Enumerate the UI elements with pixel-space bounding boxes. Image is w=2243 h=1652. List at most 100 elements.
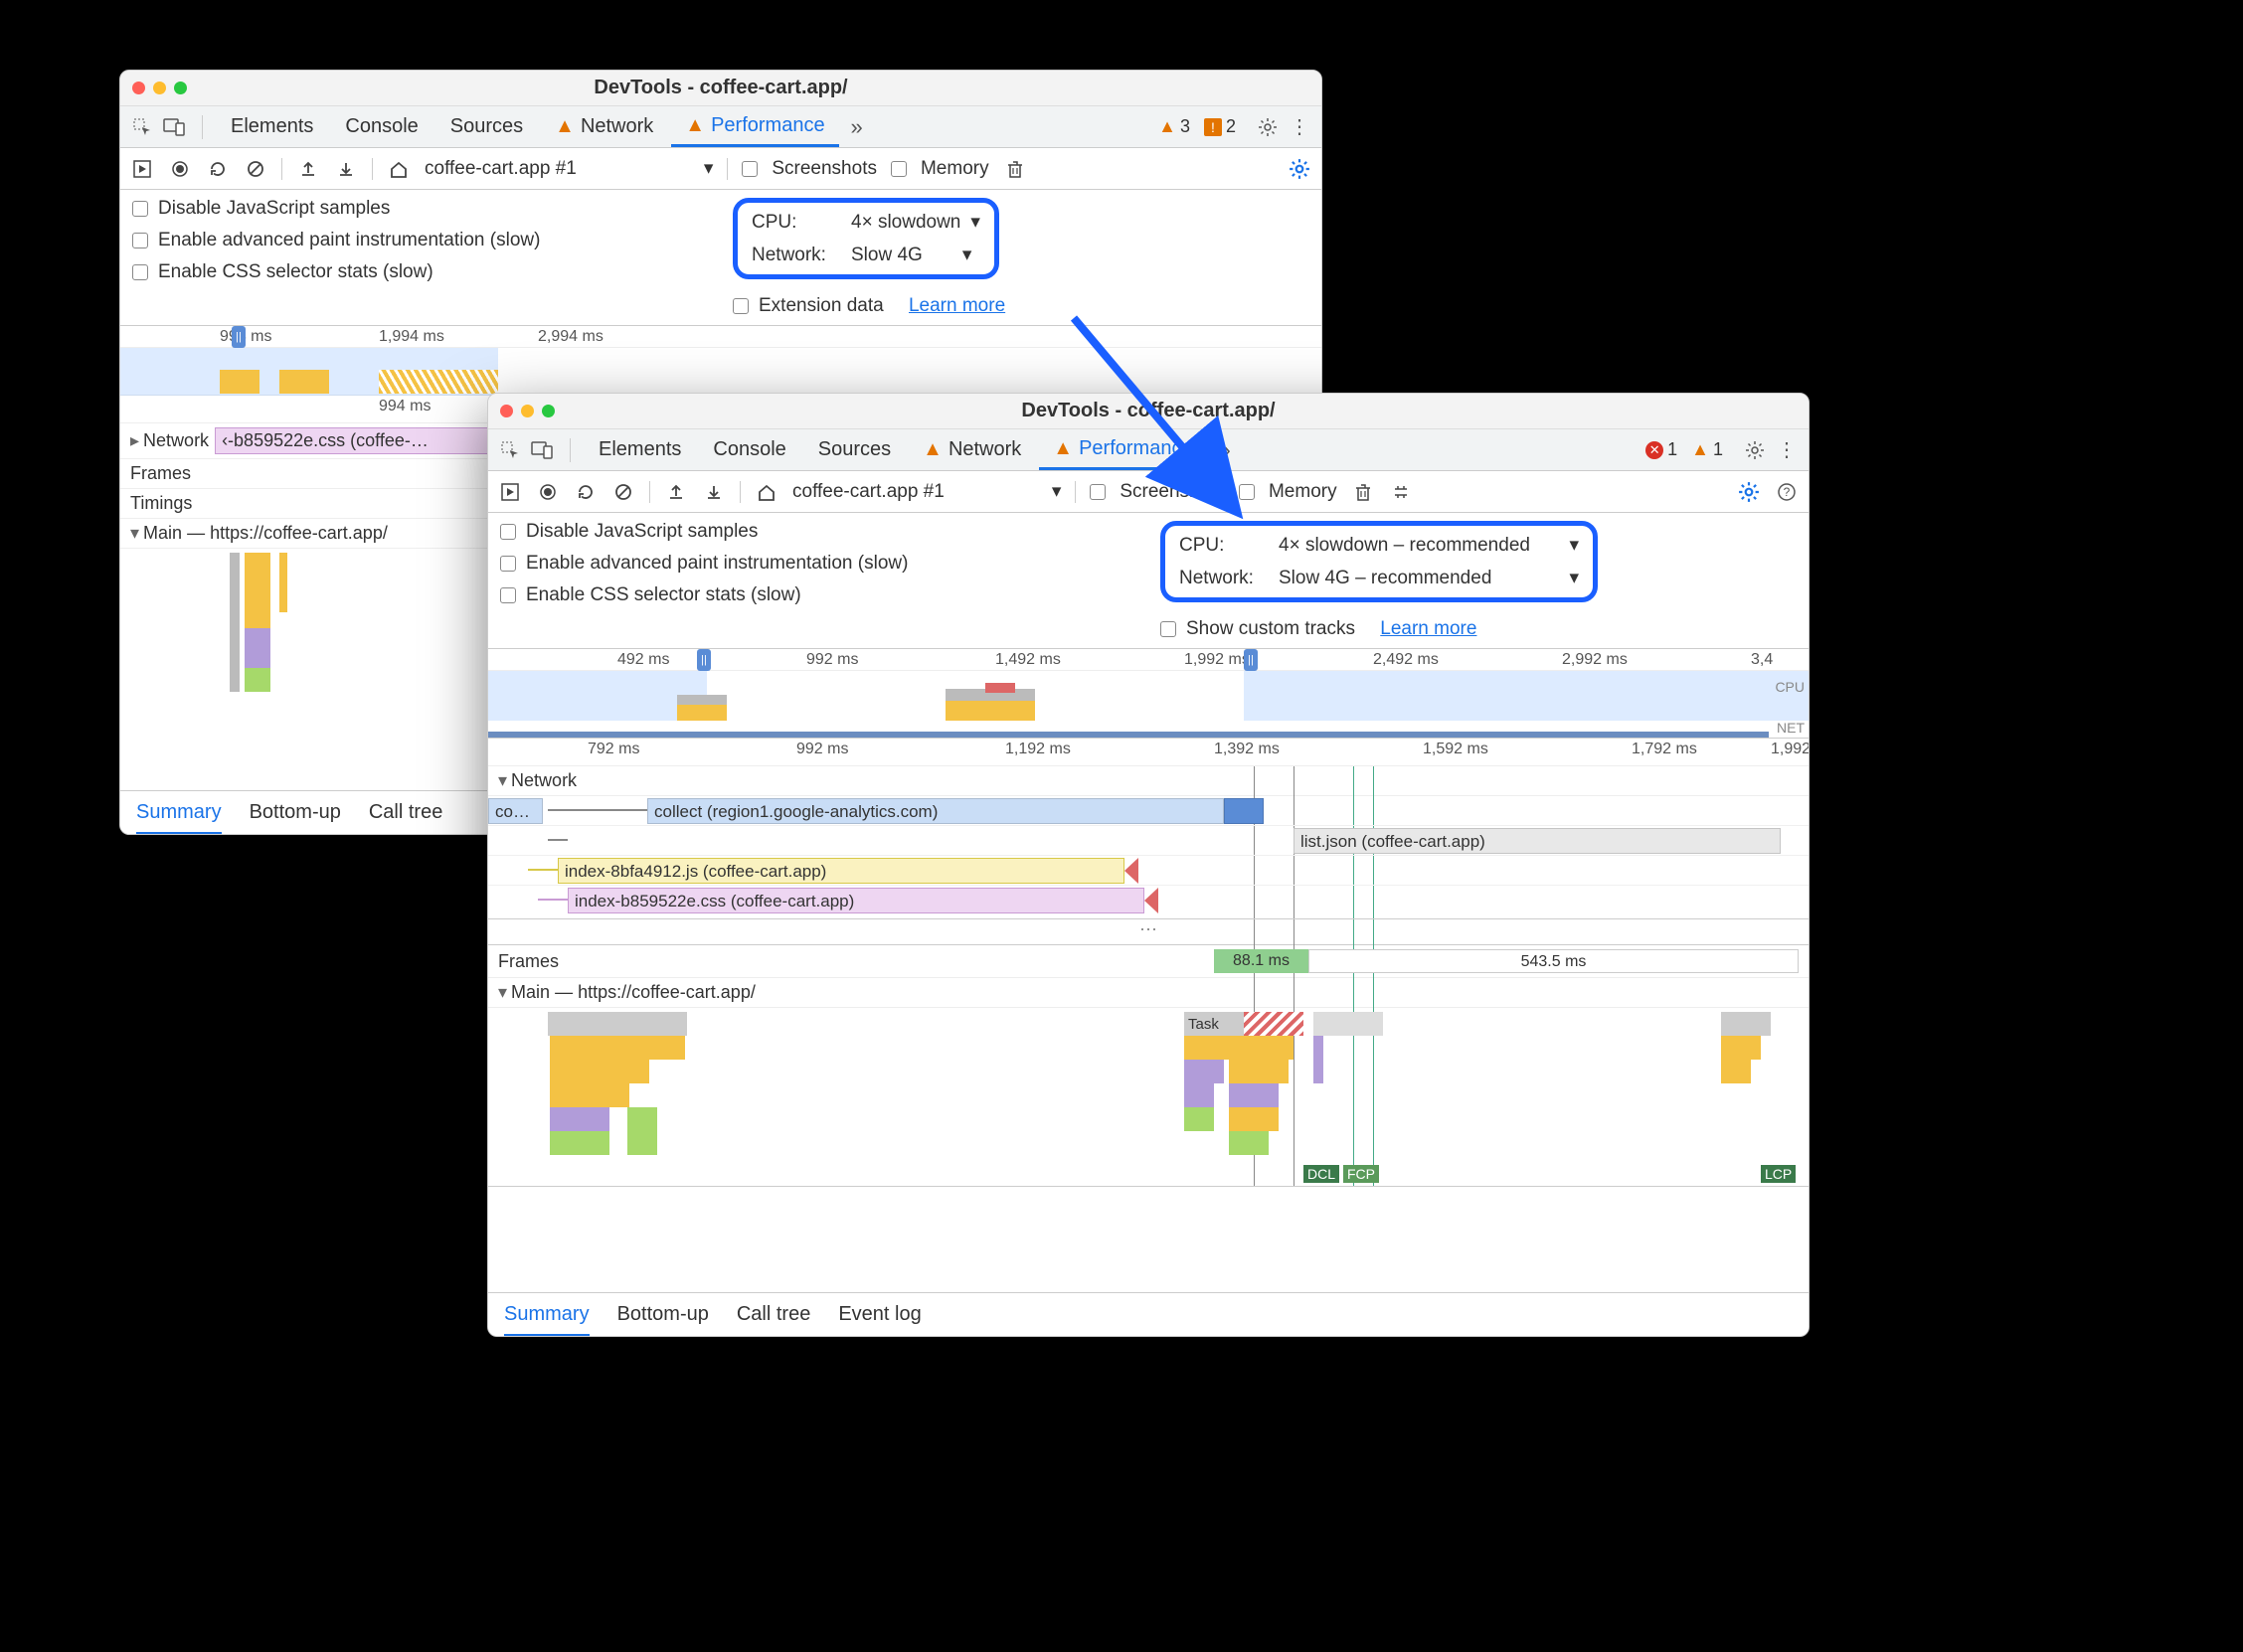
clear-icon[interactable] [611, 483, 635, 501]
tab-eventlog[interactable]: Event log [838, 1303, 921, 1326]
memory-checkbox[interactable] [1239, 484, 1255, 500]
network-select[interactable]: Slow 4G – recommended [1279, 568, 1491, 589]
tick: 1,992 ms [1184, 651, 1250, 669]
chevron-down-icon: ▾ [498, 770, 507, 790]
frame-a[interactable]: 88.1 ms [1214, 949, 1308, 973]
css-stats-checkbox[interactable] [132, 264, 148, 280]
help-icon[interactable]: ? [1775, 482, 1799, 502]
tab-console[interactable]: Console [699, 429, 799, 470]
device-icon[interactable] [160, 118, 188, 136]
learn-more-link[interactable]: Learn more [1380, 618, 1476, 640]
disable-js-checkbox[interactable] [132, 201, 148, 217]
warnings-badge[interactable]: ▲1 [1691, 439, 1723, 460]
tab-summary[interactable]: Summary [136, 801, 222, 835]
upload-icon[interactable] [296, 160, 320, 178]
tab-performance[interactable]: ▲Performance [671, 106, 838, 147]
tab-performance[interactable]: ▲Performance [1039, 429, 1206, 470]
handle-icon[interactable]: || [697, 649, 711, 671]
more-tabs-icon[interactable]: » [1211, 437, 1239, 463]
screenshots-checkbox[interactable] [742, 161, 758, 177]
trash-icon[interactable] [1351, 482, 1375, 502]
capture-settings-icon[interactable] [1288, 158, 1311, 180]
errors-badge[interactable]: ✕1 [1645, 439, 1677, 460]
net-bar-css[interactable]: index-b859522e.css (coffee-cart.app) [568, 888, 1144, 913]
kebab-icon[interactable]: ⋮ [1286, 114, 1313, 139]
tab-console[interactable]: Console [331, 106, 431, 147]
tab-calltree[interactable]: Call tree [737, 1303, 810, 1326]
devtools-tabbar: Elements Console Sources ▲Network ▲Perfo… [488, 429, 1809, 471]
tick: 992 ms [796, 741, 848, 758]
task-block[interactable]: Task [1184, 1012, 1244, 1036]
errors-badge[interactable]: !2 [1204, 116, 1236, 137]
handle-icon[interactable]: || [232, 326, 246, 348]
shortcuts-icon[interactable] [1389, 483, 1413, 501]
play-icon[interactable] [130, 160, 154, 178]
download-icon[interactable] [702, 483, 726, 501]
tab-bottomup[interactable]: Bottom-up [250, 801, 341, 824]
net-bar-collect[interactable]: collect (region1.google-analytics.com) [647, 798, 1224, 824]
tab-sources[interactable]: Sources [436, 106, 537, 147]
tab-elements[interactable]: Elements [217, 106, 327, 147]
tab-sources[interactable]: Sources [804, 429, 905, 470]
cpu-select[interactable]: 4× slowdown [851, 212, 960, 234]
cpu-select[interactable]: 4× slowdown – recommended [1279, 535, 1530, 557]
throttle-box: CPU:4× slowdown – recommended▾ Network:S… [1160, 521, 1598, 602]
tab-summary[interactable]: Summary [504, 1303, 590, 1337]
kebab-icon[interactable]: ⋮ [1773, 437, 1801, 462]
inspect-icon[interactable] [496, 440, 524, 460]
recording-select[interactable]: coffee-cart.app #1▾ [792, 480, 1061, 503]
detail-ruler[interactable]: 792 ms 992 ms 1,192 ms 1,392 ms 1,592 ms… [488, 739, 1809, 766]
play-icon[interactable] [498, 483, 522, 501]
collapsed-area[interactable]: ⋯ [488, 919, 1809, 945]
warnings-badge[interactable]: ▲3 [1158, 116, 1190, 137]
screenshots-checkbox[interactable] [1090, 484, 1106, 500]
home-icon[interactable] [755, 483, 778, 501]
inspect-icon[interactable] [128, 117, 156, 137]
download-icon[interactable] [334, 160, 358, 178]
disable-js-checkbox[interactable] [500, 524, 516, 540]
handle-icon[interactable]: || [1244, 649, 1258, 671]
screenshots-label: Screenshots [772, 158, 877, 180]
home-icon[interactable] [387, 160, 411, 178]
recording-select[interactable]: coffee-cart.app #1▾ [425, 157, 713, 180]
ext-data-checkbox[interactable] [733, 298, 749, 314]
css-stats-checkbox[interactable] [500, 587, 516, 603]
bottom-tabs: Summary Bottom-up Call tree Event log [488, 1292, 1809, 1336]
reload-icon[interactable] [574, 483, 598, 501]
fcp-marker[interactable]: FCP [1343, 1165, 1379, 1183]
capture-settings-icon[interactable] [1737, 481, 1761, 503]
network-select[interactable]: Slow 4G [851, 245, 923, 266]
tab-network[interactable]: ▲Network [909, 429, 1035, 470]
settings-icon[interactable] [1741, 440, 1769, 460]
tab-elements[interactable]: Elements [585, 429, 695, 470]
memory-checkbox[interactable] [891, 161, 907, 177]
reload-icon[interactable] [206, 160, 230, 178]
dcl-marker[interactable]: DCL [1303, 1165, 1339, 1183]
paint-instr-checkbox[interactable] [500, 556, 516, 572]
tab-network[interactable]: ▲Network [541, 106, 667, 147]
timeline-overview[interactable]: 492 ms 992 ms 1,492 ms 1,992 ms 2,492 ms… [488, 649, 1809, 739]
paint-instr-checkbox[interactable] [132, 233, 148, 248]
timeline-overview[interactable]: 994 ms 1,994 ms 2,994 ms || [120, 326, 1321, 396]
net-bar-js[interactable]: index-8bfa4912.js (coffee-cart.app) [558, 858, 1124, 884]
network-track-header[interactable]: ▾Network [488, 766, 1809, 796]
device-icon[interactable] [528, 441, 556, 459]
settings-icon[interactable] [1254, 117, 1282, 137]
more-tabs-icon[interactable]: » [843, 114, 871, 140]
record-icon[interactable] [168, 160, 192, 178]
net-bar-list[interactable]: list.json (coffee-cart.app) [1294, 828, 1781, 854]
frames-track[interactable]: Frames 88.1 ms 543.5 ms [488, 945, 1809, 978]
devtools-tabbar: Elements Console Sources ▲Network ▲Perfo… [120, 106, 1321, 148]
trash-icon[interactable] [1003, 159, 1027, 179]
main-track-header[interactable]: ▾Main — https://coffee-cart.app/ [488, 978, 1809, 1008]
upload-icon[interactable] [664, 483, 688, 501]
clear-icon[interactable] [244, 160, 267, 178]
tab-bottomup[interactable]: Bottom-up [617, 1303, 709, 1326]
learn-more-link[interactable]: Learn more [909, 295, 1005, 317]
lcp-marker[interactable]: LCP [1761, 1165, 1796, 1183]
custom-tracks-checkbox[interactable] [1160, 621, 1176, 637]
tab-calltree[interactable]: Call tree [369, 801, 442, 824]
frame-b[interactable]: 543.5 ms [1308, 949, 1799, 973]
net-bar-doc[interactable]: co… [488, 798, 543, 824]
record-icon[interactable] [536, 483, 560, 501]
